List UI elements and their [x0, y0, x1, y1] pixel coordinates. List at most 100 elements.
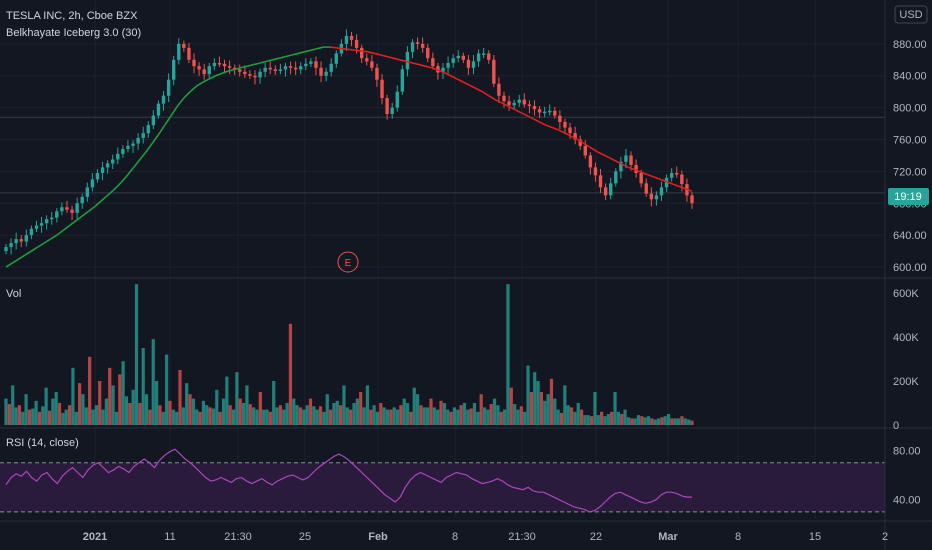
volume-bar — [459, 405, 463, 425]
candle-body — [675, 172, 679, 175]
candle-body — [395, 91, 399, 108]
volume-bar — [178, 370, 182, 425]
volume-bar — [188, 394, 192, 425]
ma-segment — [469, 84, 477, 90]
candle-body — [268, 67, 272, 70]
time-tick-label: 25 — [299, 531, 311, 543]
volume-bar — [158, 405, 162, 425]
earnings-marker[interactable]: E — [337, 251, 359, 273]
volume-bar — [469, 408, 473, 425]
candle-body — [375, 67, 379, 80]
candle-body — [263, 67, 267, 72]
currency-badge[interactable]: USD — [894, 5, 928, 24]
candle-body — [548, 110, 552, 113]
ma-segment — [30, 246, 39, 252]
volume-bar — [252, 407, 256, 425]
candle-body — [608, 183, 613, 196]
candle-body — [136, 137, 140, 144]
candle-body — [532, 106, 537, 110]
candle-body — [619, 161, 623, 172]
ma-segment — [253, 62, 261, 66]
rsi-panel — [0, 448, 885, 513]
ma-segment — [393, 57, 401, 61]
volume-bar — [549, 378, 554, 425]
rsi-tick-label: 40.00 — [893, 495, 921, 507]
time-tick-label: 8 — [452, 531, 458, 543]
volume-bar — [426, 407, 430, 425]
candle-body — [70, 209, 74, 213]
ma-segment — [69, 220, 77, 227]
candle-body — [583, 145, 587, 156]
ma-segment — [653, 176, 661, 181]
volume-bar — [533, 372, 537, 425]
volume-bar — [131, 389, 135, 425]
ma-segment — [564, 132, 572, 138]
ma-segment — [247, 63, 254, 67]
candle-body — [283, 66, 288, 70]
volume-bar — [492, 398, 497, 425]
price-axis[interactable]: 880.00840.00800.00760.00720.00680.00640.… — [893, 39, 927, 507]
volume-bar — [579, 409, 584, 425]
volume-bar — [24, 394, 28, 425]
candle-body — [365, 58, 369, 62]
ma-segment — [278, 55, 286, 59]
ma-segment — [412, 62, 420, 66]
ma-segment — [119, 175, 128, 184]
candle-body — [141, 133, 145, 138]
symbol-title: TESLA INC, 2h, Cboe BZX — [6, 10, 138, 22]
volume-bar — [318, 406, 323, 425]
currency-badge-frame — [894, 5, 928, 24]
volume-bar — [543, 400, 547, 425]
volume-bar — [181, 407, 185, 425]
time-tick-label: 8 — [735, 531, 741, 543]
volume-bar — [462, 403, 467, 425]
candle-body — [624, 155, 628, 162]
volume-bar — [399, 405, 403, 425]
ma-segment — [285, 54, 293, 58]
ma-segment — [513, 108, 521, 114]
volume-bar — [121, 361, 125, 425]
volume-bar — [275, 407, 279, 425]
ma-segment — [425, 65, 432, 69]
ma-segment — [589, 146, 598, 153]
candle-body — [614, 171, 618, 184]
ma-segment — [132, 159, 141, 169]
ma-segment — [145, 143, 153, 153]
ma-segment — [456, 78, 464, 83]
volume-bar — [472, 403, 477, 425]
candle-body — [517, 99, 521, 103]
time-tick-label: Mar — [658, 531, 678, 543]
ma-segment — [310, 47, 318, 52]
volume-bar — [559, 412, 564, 425]
volume-bar — [14, 407, 18, 425]
ma-segment — [679, 185, 686, 190]
volume-bar — [573, 411, 577, 425]
ma-segment — [539, 121, 547, 126]
ma-segment — [208, 75, 216, 80]
candle-body — [690, 195, 694, 204]
volume-bar — [499, 411, 503, 425]
volume-bar — [308, 398, 313, 425]
volume-bar — [148, 409, 152, 425]
volume-bar — [215, 389, 219, 425]
ma-segment — [138, 151, 147, 161]
ma-segment — [450, 75, 458, 80]
volume-bar — [101, 409, 105, 425]
candle-body — [680, 174, 684, 185]
candle-body — [227, 66, 232, 68]
volume-bars — [4, 284, 694, 425]
volume-bar — [482, 407, 487, 425]
ma-segment — [532, 118, 540, 123]
ma-segment — [189, 85, 198, 93]
ma-segment — [5, 262, 13, 268]
volume-bar — [285, 403, 289, 425]
candle-body — [34, 225, 39, 229]
ma-segment — [304, 49, 312, 53]
ma-segment — [157, 124, 166, 136]
candle-body — [222, 63, 227, 67]
time-axis[interactable]: 2021 11 21:30 25 Feb 8 21:30 22 Mar 8 15 2 — [83, 531, 888, 543]
volume-bar — [680, 416, 684, 425]
ma-segment — [501, 102, 509, 107]
candle-body — [558, 115, 562, 122]
